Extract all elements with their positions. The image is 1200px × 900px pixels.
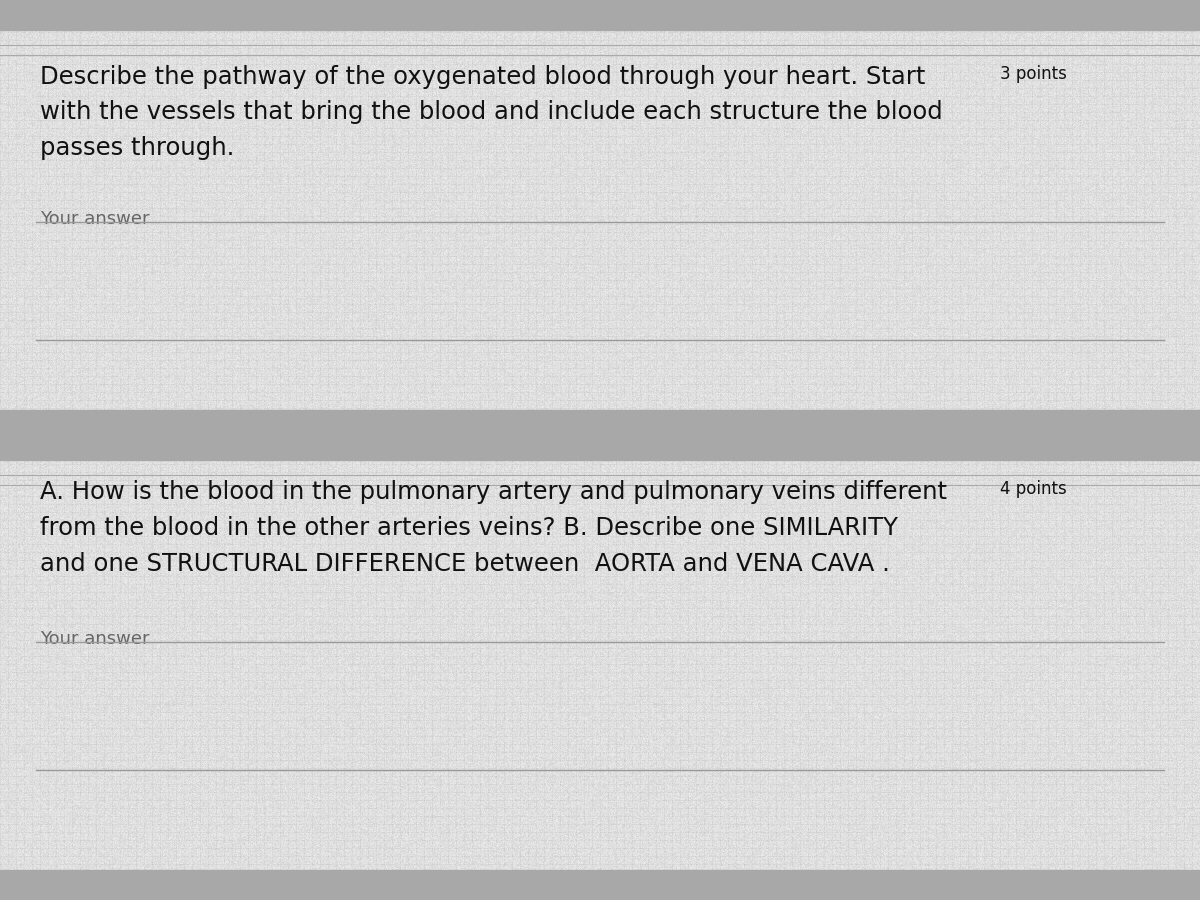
Bar <box>0 870 1200 900</box>
Text: Your answer: Your answer <box>40 210 150 228</box>
Text: and one STRUCTURAL DIFFERENCE between  AORTA and VENA CAVA .: and one STRUCTURAL DIFFERENCE between AO… <box>40 552 890 576</box>
Text: with the vessels that bring the blood and include each structure the blood: with the vessels that bring the blood an… <box>40 100 943 124</box>
Bar <box>0 410 1200 460</box>
Text: Describe the pathway of the oxygenated blood through your heart. Start: Describe the pathway of the oxygenated b… <box>40 65 925 89</box>
Text: from the blood in the other arteries veins? B. Describe one SIMILARITY: from the blood in the other arteries vei… <box>40 516 898 540</box>
Text: 3 points: 3 points <box>1000 65 1067 83</box>
Text: 4 points: 4 points <box>1000 480 1067 498</box>
Bar <box>0 0 1200 30</box>
Text: Your answer: Your answer <box>40 630 150 648</box>
Text: passes through.: passes through. <box>40 136 234 160</box>
Text: A. How is the blood in the pulmonary artery and pulmonary veins different: A. How is the blood in the pulmonary art… <box>40 480 947 504</box>
